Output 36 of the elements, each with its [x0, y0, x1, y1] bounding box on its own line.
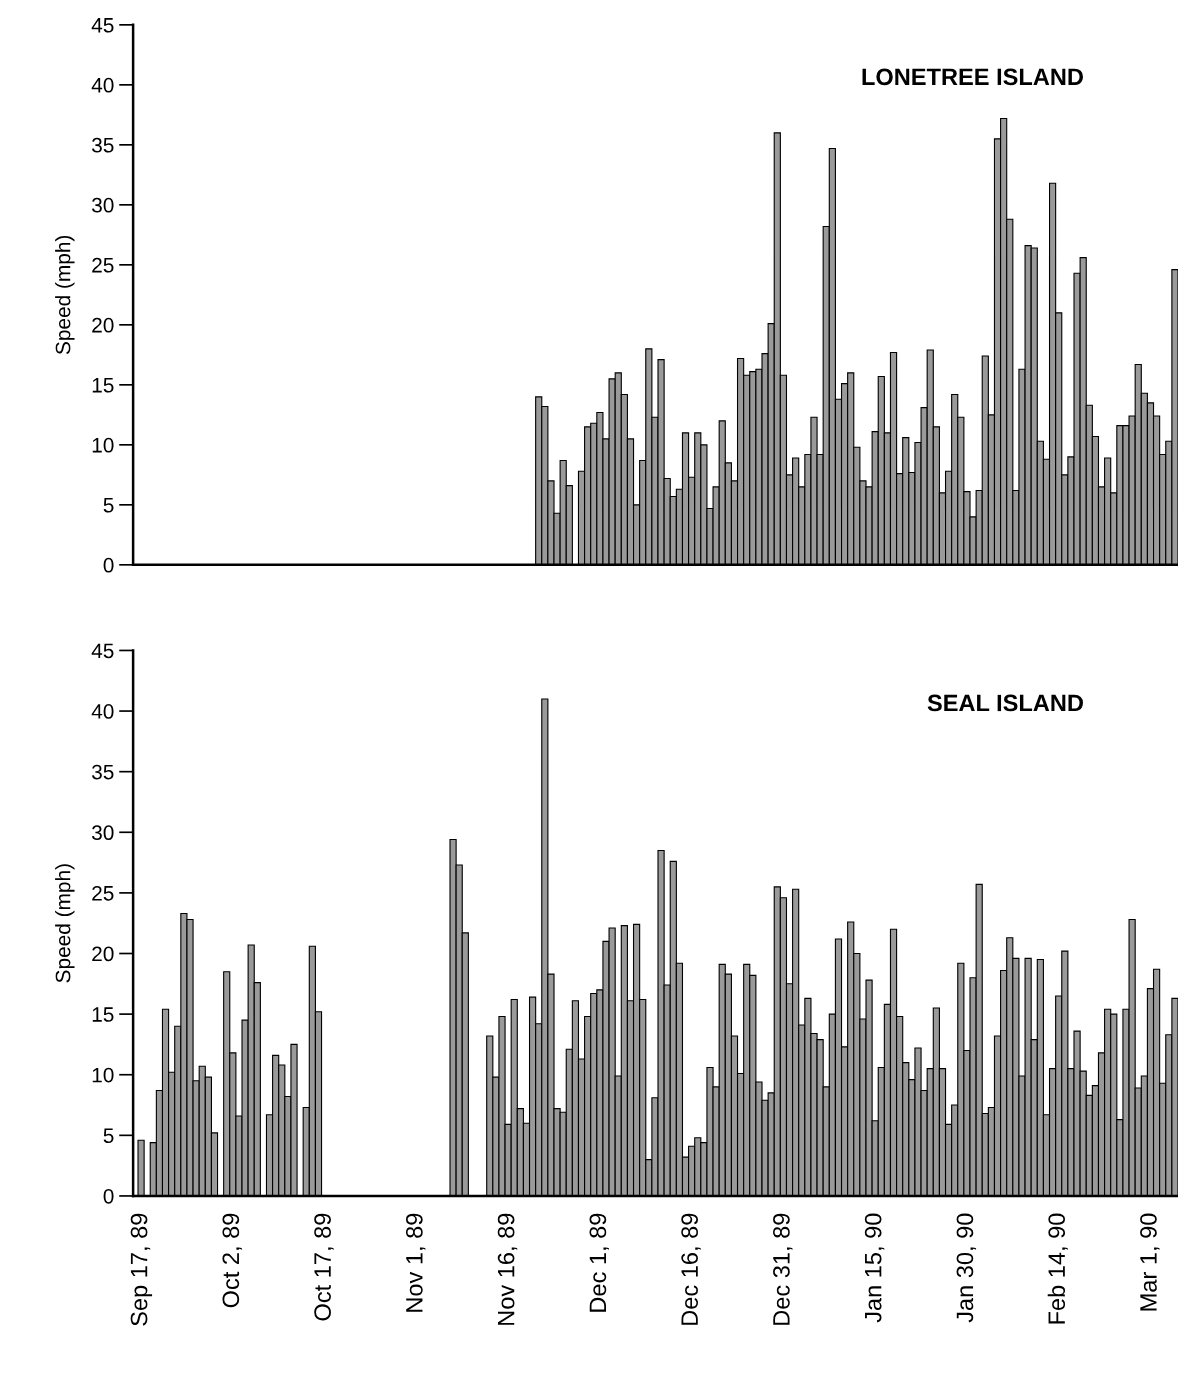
- x-tick-label: Nov 1, 89: [405, 1213, 426, 1312]
- y-tick-label: 10: [92, 437, 114, 453]
- x-tick-label: Jan 30, 90: [956, 1213, 977, 1323]
- y-tick-label: 35: [91, 764, 114, 780]
- y-tick-label: 45: [91, 643, 114, 659]
- y-tick-label: 30: [91, 197, 114, 213]
- y-tick-label: 15: [92, 378, 114, 393]
- y-tick-label: 25: [92, 257, 114, 273]
- x-tick-label: Nov 16, 89: [497, 1213, 518, 1325]
- y-tick-label: 0: [103, 557, 114, 573]
- x-tick-label: Oct 17, 89: [314, 1213, 334, 1321]
- y-tick-label: 20: [92, 946, 114, 962]
- y-tick-label: 40: [91, 77, 114, 93]
- y-tick-label: 5: [103, 498, 114, 513]
- x-tick-label: Mar 1, 90: [1140, 1213, 1160, 1311]
- y-tick-label: 40: [91, 704, 114, 719]
- y-tick-label: 35: [91, 137, 114, 153]
- x-tick-label: Sep 17, 89: [130, 1213, 153, 1326]
- x-tick-label: Oct 2, 89: [222, 1213, 242, 1308]
- x-tick-label: Dec 1, 89: [589, 1213, 610, 1312]
- y-tick-label: 10: [92, 1067, 114, 1083]
- y-axis-title: Speed (mph): [55, 864, 75, 983]
- y-tick-label: 0: [103, 1188, 114, 1204]
- x-tick-label: Dec 31, 89: [773, 1213, 793, 1325]
- text: SEAL ISLAND: [927, 694, 1083, 712]
- x-tick-label: Dec 16, 89: [681, 1213, 701, 1325]
- y-tick-label: 15: [92, 1007, 114, 1022]
- x-tick-label: Jan 15, 90: [864, 1213, 885, 1323]
- y-tick-label: 20: [92, 317, 114, 333]
- y-tick-label: 30: [91, 825, 114, 841]
- y-tick-label: 25: [92, 885, 114, 901]
- text: LONETREE ISLAND: [862, 68, 1083, 86]
- y-axis-title: Speed (mph): [55, 235, 75, 355]
- x-tick-label: Feb 14, 90: [1047, 1213, 1068, 1324]
- y-tick-label: 5: [103, 1128, 114, 1144]
- y-tick-label: 45: [91, 18, 114, 33]
